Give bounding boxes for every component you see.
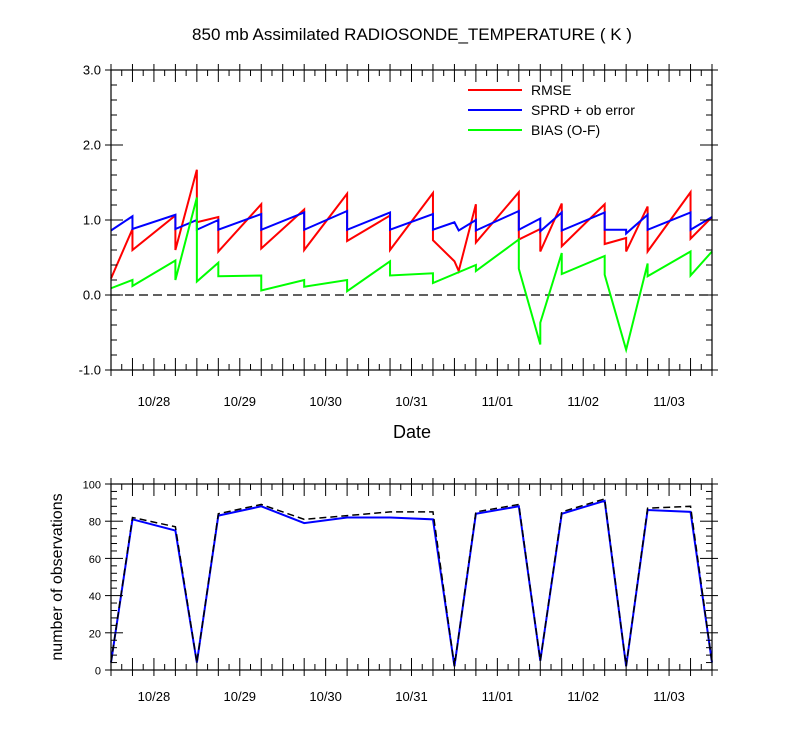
y-tick-label: 100: [83, 480, 101, 492]
legend-label: BIAS (O-F): [531, 122, 600, 138]
series-line-bias-o-f: [110, 197, 713, 354]
x-tick-label: 11/02: [567, 394, 599, 409]
series-line-rmse: [110, 169, 713, 279]
bottom-series-group: [110, 497, 713, 667]
y-tick-label: 80: [89, 517, 101, 529]
y-tick-label: 3.0: [83, 63, 101, 78]
series-line-possible-observations: [110, 497, 713, 667]
x-tick-label: 10/30: [309, 394, 342, 409]
y-axis-label: number of observations: [49, 493, 66, 660]
x-tick-label: 11/01: [482, 394, 514, 409]
bottom-axes: 0 20 40 60 80 100 10/28 10/29 10/30 10/31 11/01 11/…: [83, 478, 718, 704]
top-series-group: [110, 169, 713, 354]
x-tick-label: 10/31: [395, 394, 428, 409]
legend-label: RMSE: [531, 82, 571, 98]
y-tick-label: 0.0: [83, 288, 101, 303]
x-tick-label: 11/02: [567, 689, 599, 704]
y-tick-label: 2.0: [83, 138, 101, 153]
x-axis-label: Date: [393, 422, 431, 442]
x-tick-label: 10/28: [138, 689, 171, 704]
x-tick-label: 11/03: [653, 394, 685, 409]
y-tick-label: 60: [89, 554, 101, 566]
series-line-sprd-ob-error: [110, 209, 713, 236]
legend: RMSE SPRD + ob error BIAS (O-F): [468, 82, 635, 138]
y-tick-label: 20: [89, 628, 101, 640]
x-tick-label: 10/30: [309, 689, 342, 704]
x-tick-label: 11/03: [653, 689, 685, 704]
x-tick-label: 10/28: [138, 394, 171, 409]
x-tick-label: 10/31: [395, 689, 428, 704]
y-tick-label: 1.0: [83, 213, 101, 228]
x-tick-label: 10/29: [224, 394, 257, 409]
x-tick-label: 11/01: [482, 689, 514, 704]
bottom-chart: 0 20 40 60 80 100 10/28 10/29 10/30 10/31 11/01 11/…: [49, 478, 718, 704]
y-tick-label: 40: [89, 591, 101, 603]
x-tick-label: 10/29: [224, 689, 257, 704]
top-axes: -1.0 0.0 1.0 2.0 3.0 10/28 10/29 10/30 10/31 11/0…: [79, 63, 718, 409]
chart-title: 850 mb Assimilated RADIOSONDE_TEMPERATUR…: [192, 25, 632, 44]
top-chart: 850 mb Assimilated RADIOSONDE_TEMPERATUR…: [79, 25, 718, 442]
y-tick-label: 0: [95, 666, 101, 678]
legend-label: SPRD + ob error: [531, 102, 635, 118]
series-line-assimilated-observations: [110, 499, 713, 667]
y-tick-label: -1.0: [79, 363, 101, 378]
